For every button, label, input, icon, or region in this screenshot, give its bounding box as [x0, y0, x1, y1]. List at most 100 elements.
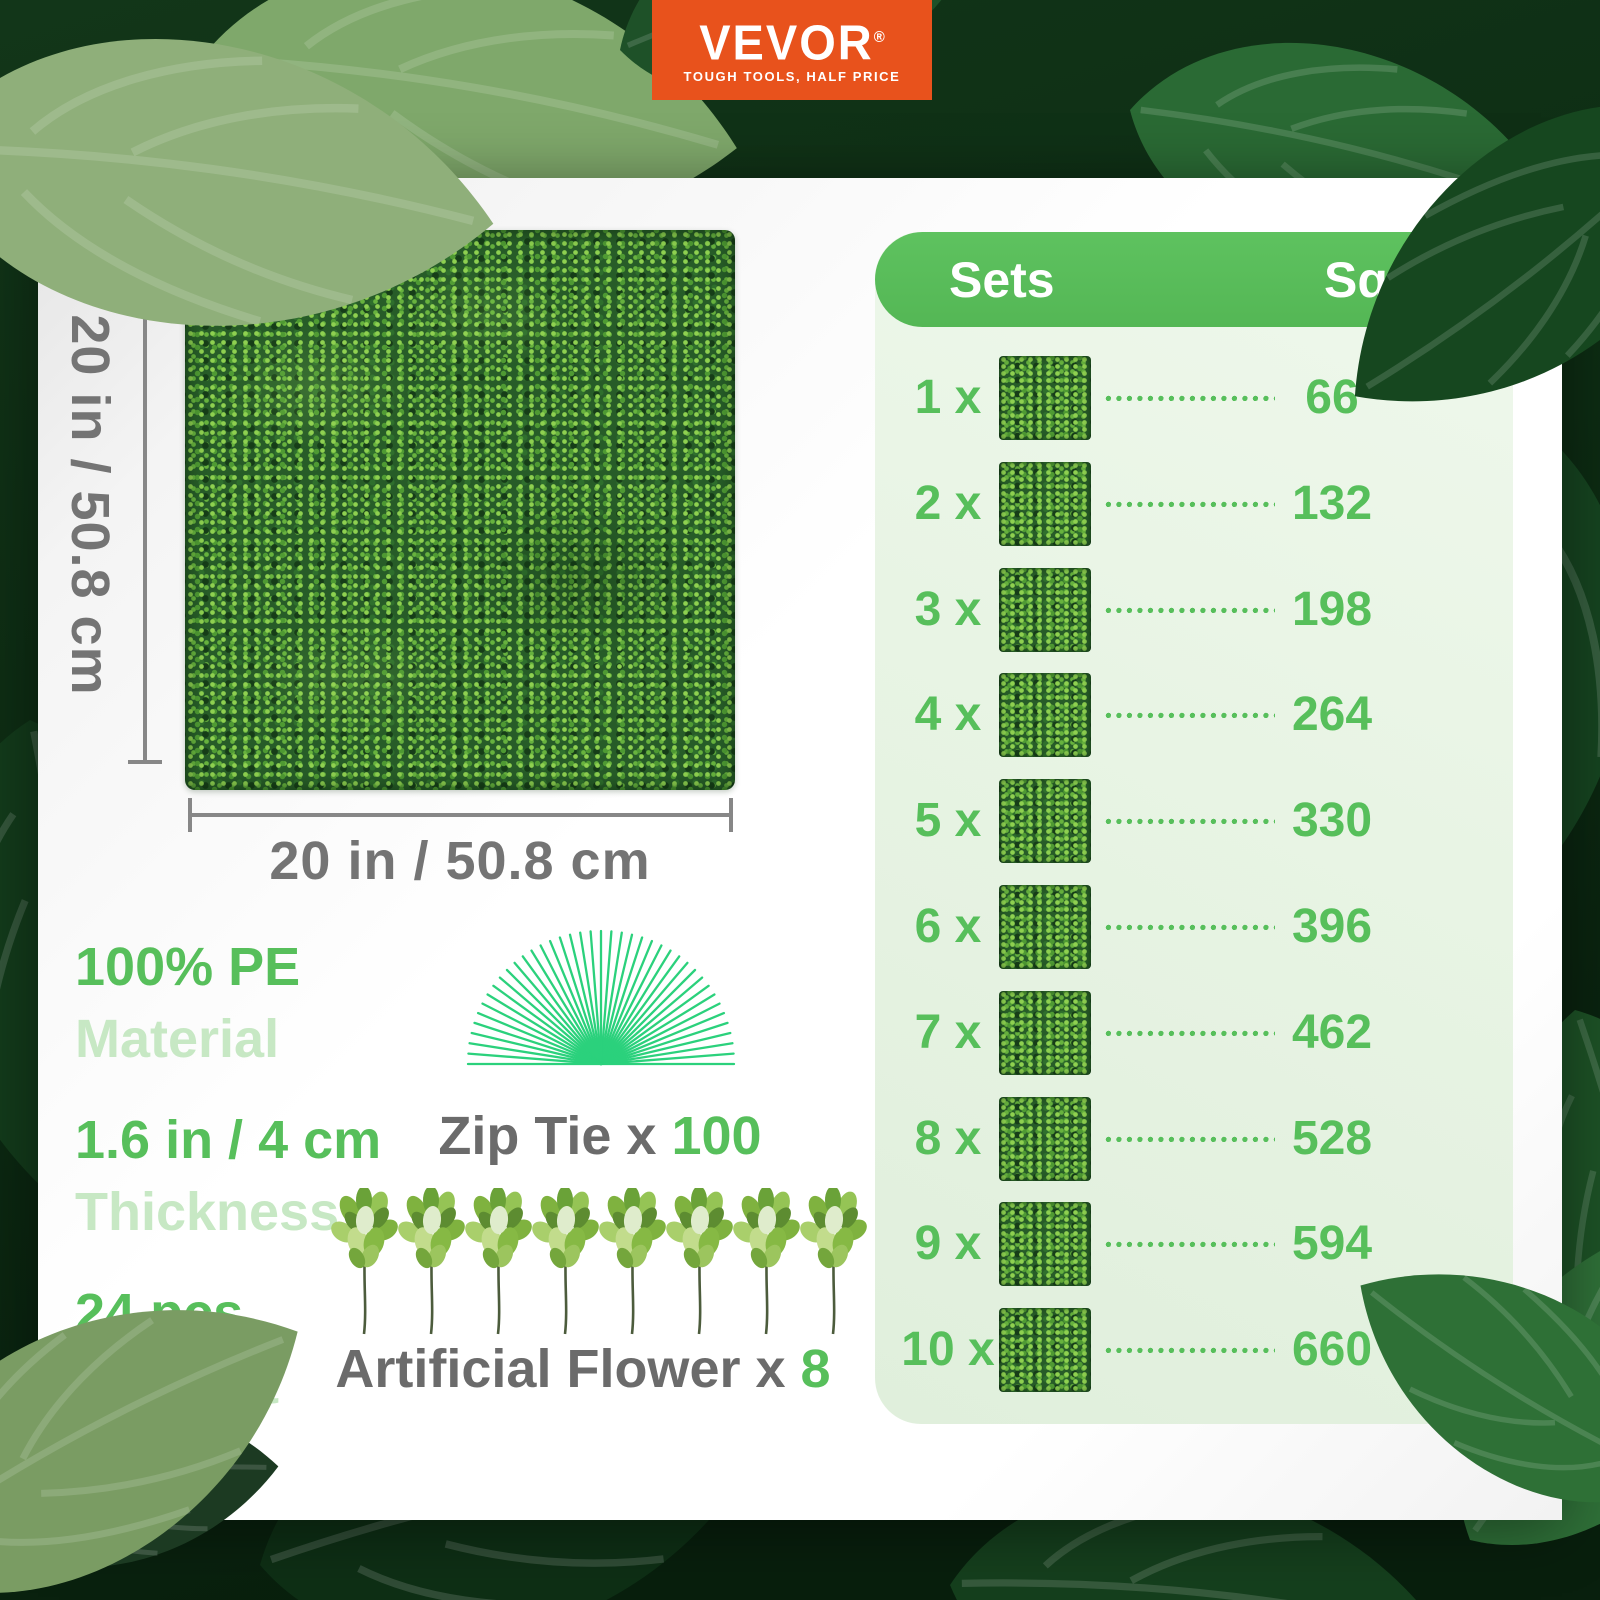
grass-swatch-icon: [999, 990, 1091, 1075]
dotted-leader: [1105, 1135, 1275, 1143]
zip-tie-ray: [468, 1042, 603, 1066]
zip-tie-ray: [599, 1042, 734, 1066]
table-header: Sets Sq.Ft: [875, 232, 1513, 327]
vevor-logo: VEVOR® TOUGH TOOLS, HALF PRICE: [652, 0, 932, 100]
artificial-flower-icon: [794, 1188, 870, 1336]
grass-swatch-icon: [999, 884, 1091, 969]
zip-tie-ray: [467, 1052, 603, 1066]
zip-tie-ray: [599, 936, 644, 1066]
artificial-flower-icon: [593, 1188, 672, 1336]
grass-panel-image: [185, 230, 735, 790]
width-dimension-cap-left: [188, 798, 192, 832]
zip-tie-ray: [470, 1031, 603, 1066]
dotted-leader: [1105, 1029, 1275, 1037]
zip-tie-ray: [599, 933, 634, 1066]
zip-tie-fan-icon: [466, 929, 736, 1066]
grass-swatch-icon: [999, 673, 1091, 758]
brand-tagline: TOUGH TOOLS, HALF PRICE: [683, 69, 901, 85]
zip-tie-ray: [599, 1031, 732, 1066]
table-row: 4 x 264: [875, 662, 1513, 768]
dotted-leader: [1105, 500, 1275, 508]
sets-count-label: 9 x: [914, 1217, 982, 1271]
zip-tie-ray: [599, 1011, 726, 1066]
registered-mark: ®: [873, 28, 885, 46]
zip-tie-ray: [505, 968, 603, 1066]
zip-tie-ray: [599, 1021, 729, 1066]
zip-tie-ray: [486, 993, 603, 1066]
zip-tie-ray: [599, 955, 681, 1066]
zip-tie-ray: [539, 944, 603, 1066]
table-row: 6 x 396: [875, 874, 1513, 980]
artificial-flower-icon: [727, 1188, 806, 1336]
spec-material-value: 100% PE: [75, 937, 301, 997]
width-dimension-label: 20 in / 50.8 cm: [269, 831, 651, 891]
zip-tie-ray: [481, 1002, 603, 1066]
artificial-flowers-row: [330, 1188, 870, 1336]
zip-tie-ray: [599, 1002, 721, 1066]
height-dimension-cap-top: [128, 246, 162, 250]
table-row: 2 x 132: [875, 451, 1513, 557]
height-dimension-label: 20 in / 50.8 cm: [60, 314, 120, 696]
zip-tie-ray: [521, 955, 603, 1066]
sqft-value: 264: [1291, 688, 1373, 742]
dotted-leader: [1105, 923, 1275, 931]
artificial-flower-icon: [459, 1188, 538, 1336]
product-card: 20 in / 50.8 cm 20 in / 50.8 cm 100% PE …: [38, 178, 1562, 1520]
table-rows: 1 x 66 2 x 132 3 x 198: [875, 345, 1513, 1403]
sets-count-label: 1 x: [914, 371, 982, 424]
zip-tie-ray: [599, 944, 663, 1066]
dotted-leader: [1105, 395, 1275, 402]
table-row: 7 x 462: [875, 980, 1513, 1086]
sqft-value: 66: [1305, 371, 1359, 424]
brand-text: VEVOR: [699, 14, 874, 70]
sets-count-label: 5 x: [914, 794, 982, 848]
sets-sqft-table: Sets Sq.Ft 1 x 66 2 x 132 3 x: [875, 232, 1513, 1424]
zip-tie-ray: [492, 984, 603, 1066]
sets-count-label: 2 x: [914, 476, 982, 530]
zip-tie-ray: [599, 968, 697, 1066]
zip-tie-ray: [589, 930, 603, 1066]
zip-tie-ray: [599, 984, 710, 1066]
spec-material: 100% PE Material: [75, 931, 300, 1075]
zip-tie-ray: [599, 961, 689, 1066]
zip-tie-ray: [599, 976, 704, 1066]
dotted-leader: [1105, 712, 1275, 720]
zip-tie-label: Zip Tie x: [438, 1106, 657, 1166]
sqft-value: 528: [1291, 1111, 1373, 1165]
width-dimension-cap-right: [729, 798, 733, 832]
artificial-flower-icon: [392, 1188, 471, 1336]
width-dimension-line: [190, 813, 733, 817]
table-row: 9 x 594: [875, 1191, 1513, 1297]
table-row: 3 x 198: [875, 557, 1513, 663]
zip-tie-ray: [548, 939, 603, 1066]
sets-count-label: 7 x: [914, 1005, 982, 1059]
sqft-value: 330: [1291, 794, 1373, 848]
dotted-leader: [1105, 1347, 1275, 1355]
grass-swatch-icon: [999, 1202, 1091, 1287]
spec-material-label: Material: [75, 1009, 280, 1069]
grass-swatch-icon: [999, 1308, 1091, 1393]
table-header-sets: Sets: [949, 251, 1055, 308]
zip-tie-ray: [476, 1011, 603, 1066]
sqft-value: 660: [1291, 1323, 1373, 1377]
sets-count-label: 10 x: [901, 1323, 995, 1377]
grass-swatch-icon: [999, 356, 1091, 440]
sqft-value: 132: [1291, 476, 1373, 530]
brand-name: VEVOR®: [699, 15, 885, 66]
sets-count-label: 4 x: [914, 688, 982, 742]
zip-tie-ray: [568, 933, 603, 1066]
zip-tie-ray: [599, 939, 654, 1066]
grass-swatch-icon: [999, 1096, 1091, 1181]
dotted-leader: [1105, 1241, 1275, 1249]
grass-swatch-icon: [999, 567, 1091, 652]
zip-tie-ray: [579, 931, 603, 1066]
table-row: 5 x 330: [875, 768, 1513, 874]
zip-tie-caption: Zip Tie x 100: [300, 1105, 900, 1167]
sets-count-label: 3 x: [914, 582, 982, 636]
sqft-value: 198: [1291, 582, 1373, 636]
table-row: 8 x 528: [875, 1086, 1513, 1192]
dotted-leader: [1105, 606, 1275, 614]
sets-count-label: 6 x: [914, 899, 982, 953]
zip-tie-ray: [599, 931, 623, 1066]
